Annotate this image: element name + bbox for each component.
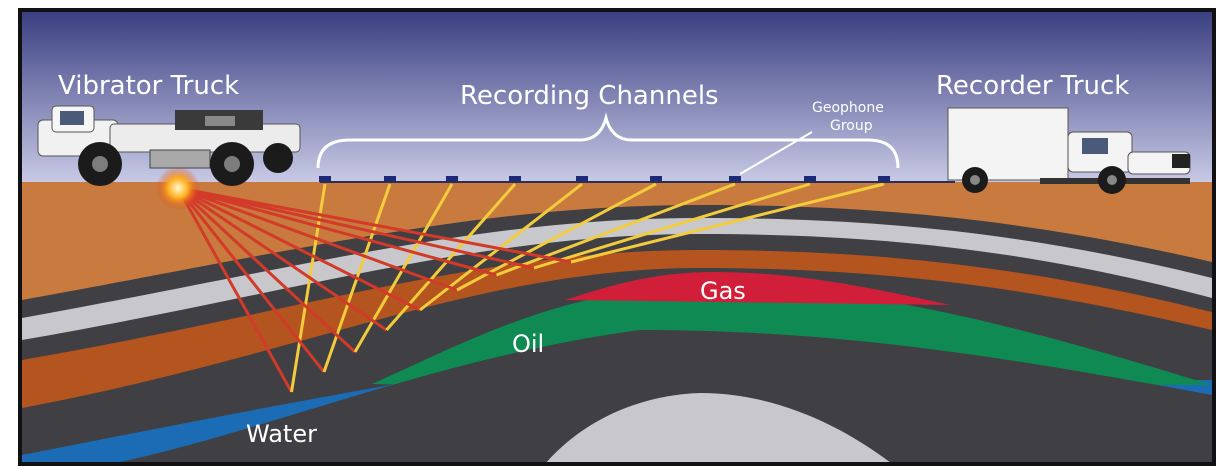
gas-layer xyxy=(565,272,950,305)
geophone-group-label-line1: Geophone xyxy=(812,100,884,116)
incident-ray xyxy=(176,186,357,354)
geophone-icon xyxy=(576,176,588,182)
water-label: Water xyxy=(246,420,317,448)
geophone-icon xyxy=(729,176,741,182)
geophone-icon xyxy=(384,176,396,182)
ray-paths xyxy=(176,182,885,393)
incident-ray xyxy=(177,186,572,264)
incident-ray xyxy=(177,186,388,332)
reflected-ray xyxy=(533,182,811,270)
gas-label: Gas xyxy=(700,277,746,305)
geophone-group-pointer xyxy=(739,131,813,175)
incident-ray xyxy=(177,186,458,292)
stratum-dark-4 xyxy=(120,330,1212,462)
recording-channels-brace xyxy=(316,112,900,169)
incident-ray xyxy=(176,187,293,393)
source-blast-icon xyxy=(156,166,200,210)
geophone-icon xyxy=(804,176,816,182)
geophone-line xyxy=(319,176,890,182)
recorder-truck-label: Recorder Truck xyxy=(936,71,1129,101)
reflected-ray xyxy=(419,182,583,312)
vibrator-truck-icon xyxy=(37,105,301,186)
oil-label: Oil xyxy=(512,330,544,358)
reflected-ray xyxy=(495,182,736,277)
geophone-icon xyxy=(509,176,521,182)
geophone-group-label-line2: Group xyxy=(830,118,873,134)
geophone-icon xyxy=(650,176,662,182)
reflected-ray xyxy=(353,183,454,353)
incident-ray xyxy=(177,186,535,270)
stratum-light-core xyxy=(546,393,890,462)
recording-channels-label: Recording Channels xyxy=(460,81,719,111)
incident-ray xyxy=(177,186,497,277)
geophone-icon xyxy=(446,176,458,182)
incident-ray xyxy=(176,187,326,373)
vibrator-truck-label: Vibrator Truck xyxy=(58,71,239,101)
reflected-ray xyxy=(385,183,517,331)
geophone-icon xyxy=(319,176,331,182)
recorder-truck-icon xyxy=(947,107,1191,194)
reflected-ray xyxy=(570,182,885,264)
geophone-icon xyxy=(878,176,890,182)
incident-ray xyxy=(177,186,421,312)
